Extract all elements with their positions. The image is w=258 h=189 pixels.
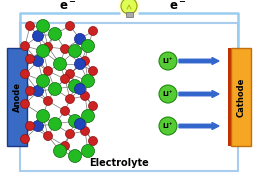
- Circle shape: [44, 43, 52, 51]
- Text: Anode: Anode: [12, 82, 21, 112]
- Circle shape: [33, 85, 44, 97]
- Circle shape: [60, 106, 69, 115]
- Circle shape: [26, 22, 35, 30]
- Circle shape: [44, 67, 52, 75]
- Text: $\mathbf{e^-}$: $\mathbf{e^-}$: [59, 1, 77, 13]
- Circle shape: [36, 109, 50, 122]
- Bar: [125, 12, 133, 17]
- Circle shape: [159, 117, 177, 135]
- Circle shape: [26, 87, 35, 95]
- Circle shape: [44, 97, 52, 105]
- Bar: [20, 23, 238, 171]
- Text: Li⁺: Li⁺: [163, 123, 173, 129]
- Circle shape: [66, 70, 75, 78]
- Circle shape: [33, 56, 44, 67]
- Circle shape: [53, 145, 67, 157]
- Circle shape: [60, 44, 69, 53]
- Circle shape: [75, 119, 85, 129]
- Circle shape: [49, 83, 61, 95]
- Circle shape: [80, 91, 90, 101]
- Circle shape: [60, 74, 69, 84]
- Circle shape: [121, 0, 137, 14]
- Circle shape: [88, 136, 98, 146]
- Circle shape: [66, 94, 75, 104]
- Circle shape: [75, 33, 85, 44]
- Circle shape: [88, 26, 98, 36]
- Circle shape: [88, 67, 98, 75]
- FancyArrow shape: [179, 57, 219, 64]
- Circle shape: [49, 118, 61, 130]
- Circle shape: [88, 101, 98, 111]
- FancyArrow shape: [179, 122, 219, 129]
- Circle shape: [20, 99, 29, 108]
- Circle shape: [20, 135, 29, 143]
- Bar: [231, 48, 251, 146]
- Circle shape: [80, 57, 90, 66]
- Circle shape: [36, 74, 50, 88]
- Circle shape: [75, 59, 85, 70]
- Circle shape: [118, 0, 140, 17]
- Circle shape: [33, 121, 44, 132]
- Circle shape: [82, 74, 94, 88]
- Circle shape: [69, 115, 82, 128]
- Circle shape: [66, 129, 75, 139]
- Circle shape: [82, 145, 94, 157]
- Circle shape: [60, 142, 69, 150]
- Circle shape: [69, 44, 82, 57]
- Circle shape: [159, 52, 177, 70]
- Circle shape: [66, 22, 75, 30]
- Circle shape: [75, 84, 85, 94]
- Circle shape: [44, 132, 52, 140]
- Circle shape: [82, 40, 94, 53]
- Bar: [228, 48, 232, 146]
- Text: Electrolyte: Electrolyte: [89, 158, 149, 168]
- Circle shape: [69, 149, 82, 163]
- Circle shape: [26, 122, 35, 130]
- Text: $\mathbf{e^-}$: $\mathbf{e^-}$: [169, 1, 187, 13]
- Circle shape: [36, 44, 50, 57]
- Circle shape: [20, 70, 29, 78]
- Circle shape: [82, 109, 94, 122]
- Circle shape: [26, 54, 35, 64]
- Circle shape: [80, 126, 90, 136]
- Text: Li⁺: Li⁺: [163, 91, 173, 97]
- Circle shape: [49, 28, 61, 40]
- Text: Cathode: Cathode: [237, 77, 246, 117]
- Circle shape: [20, 42, 29, 50]
- Circle shape: [159, 85, 177, 103]
- Circle shape: [36, 19, 50, 33]
- Circle shape: [69, 80, 82, 92]
- Bar: [7, 48, 27, 146]
- Text: Li⁺: Li⁺: [163, 58, 173, 64]
- FancyArrow shape: [179, 91, 219, 98]
- Circle shape: [53, 57, 67, 70]
- Circle shape: [33, 30, 44, 42]
